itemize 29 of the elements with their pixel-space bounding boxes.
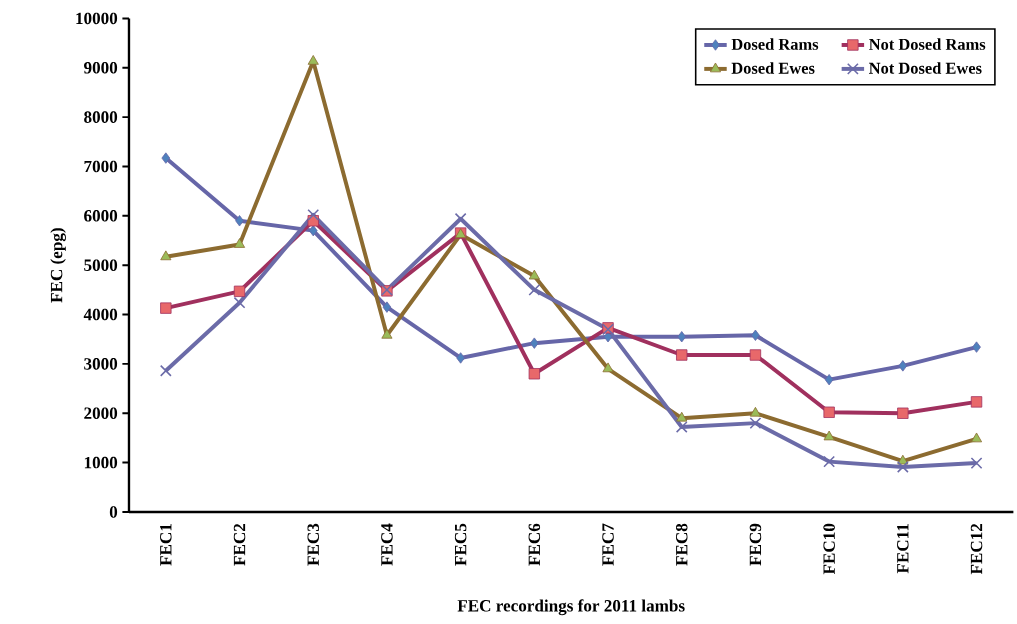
- x-tick-label: FEC6: [528, 523, 541, 566]
- x-tick-label: FEC8: [675, 523, 688, 566]
- x-tick-label: FEC1: [160, 524, 172, 566]
- legend-label: Dosed Rams: [731, 38, 819, 50]
- x-tick-label: FEC3: [307, 523, 319, 566]
- y-axis-title: FEC (epg): [50, 228, 66, 303]
- x-tick-label: FEC5: [454, 523, 467, 566]
- y-tick-label: 2000: [84, 407, 118, 420]
- y-tick-label: 6000: [84, 210, 118, 222]
- x-tick-label: FEC4: [381, 523, 393, 566]
- x-tick-label: FEC9: [749, 523, 762, 566]
- x-tick-label: FEC12: [970, 524, 983, 575]
- x-tick-label: FEC11: [897, 524, 909, 574]
- y-tick-label: 0: [109, 506, 118, 518]
- y-tick-label: 10000: [76, 12, 118, 25]
- y-tick-label: 3000: [84, 358, 118, 370]
- y-tick-label: 9000: [84, 62, 118, 74]
- y-tick-label: 7000: [84, 160, 118, 173]
- legend-label: Not Dosed Rams: [869, 38, 986, 50]
- y-tick-label: 8000: [84, 111, 118, 123]
- x-tick-label: FEC2: [233, 524, 246, 566]
- legend-label: Dosed Ewes: [731, 62, 815, 74]
- x-axis-title: FEC recordings for 2011 lambs: [457, 599, 685, 616]
- legend-label: Not Dosed Ewes: [869, 62, 982, 74]
- y-tick-label: 5000: [84, 259, 118, 272]
- x-tick-label: FEC7: [602, 523, 614, 566]
- y-tick-label: 1000: [84, 456, 118, 469]
- y-tick-label: 4000: [83, 308, 118, 321]
- x-tick-label: FEC10: [823, 523, 835, 575]
